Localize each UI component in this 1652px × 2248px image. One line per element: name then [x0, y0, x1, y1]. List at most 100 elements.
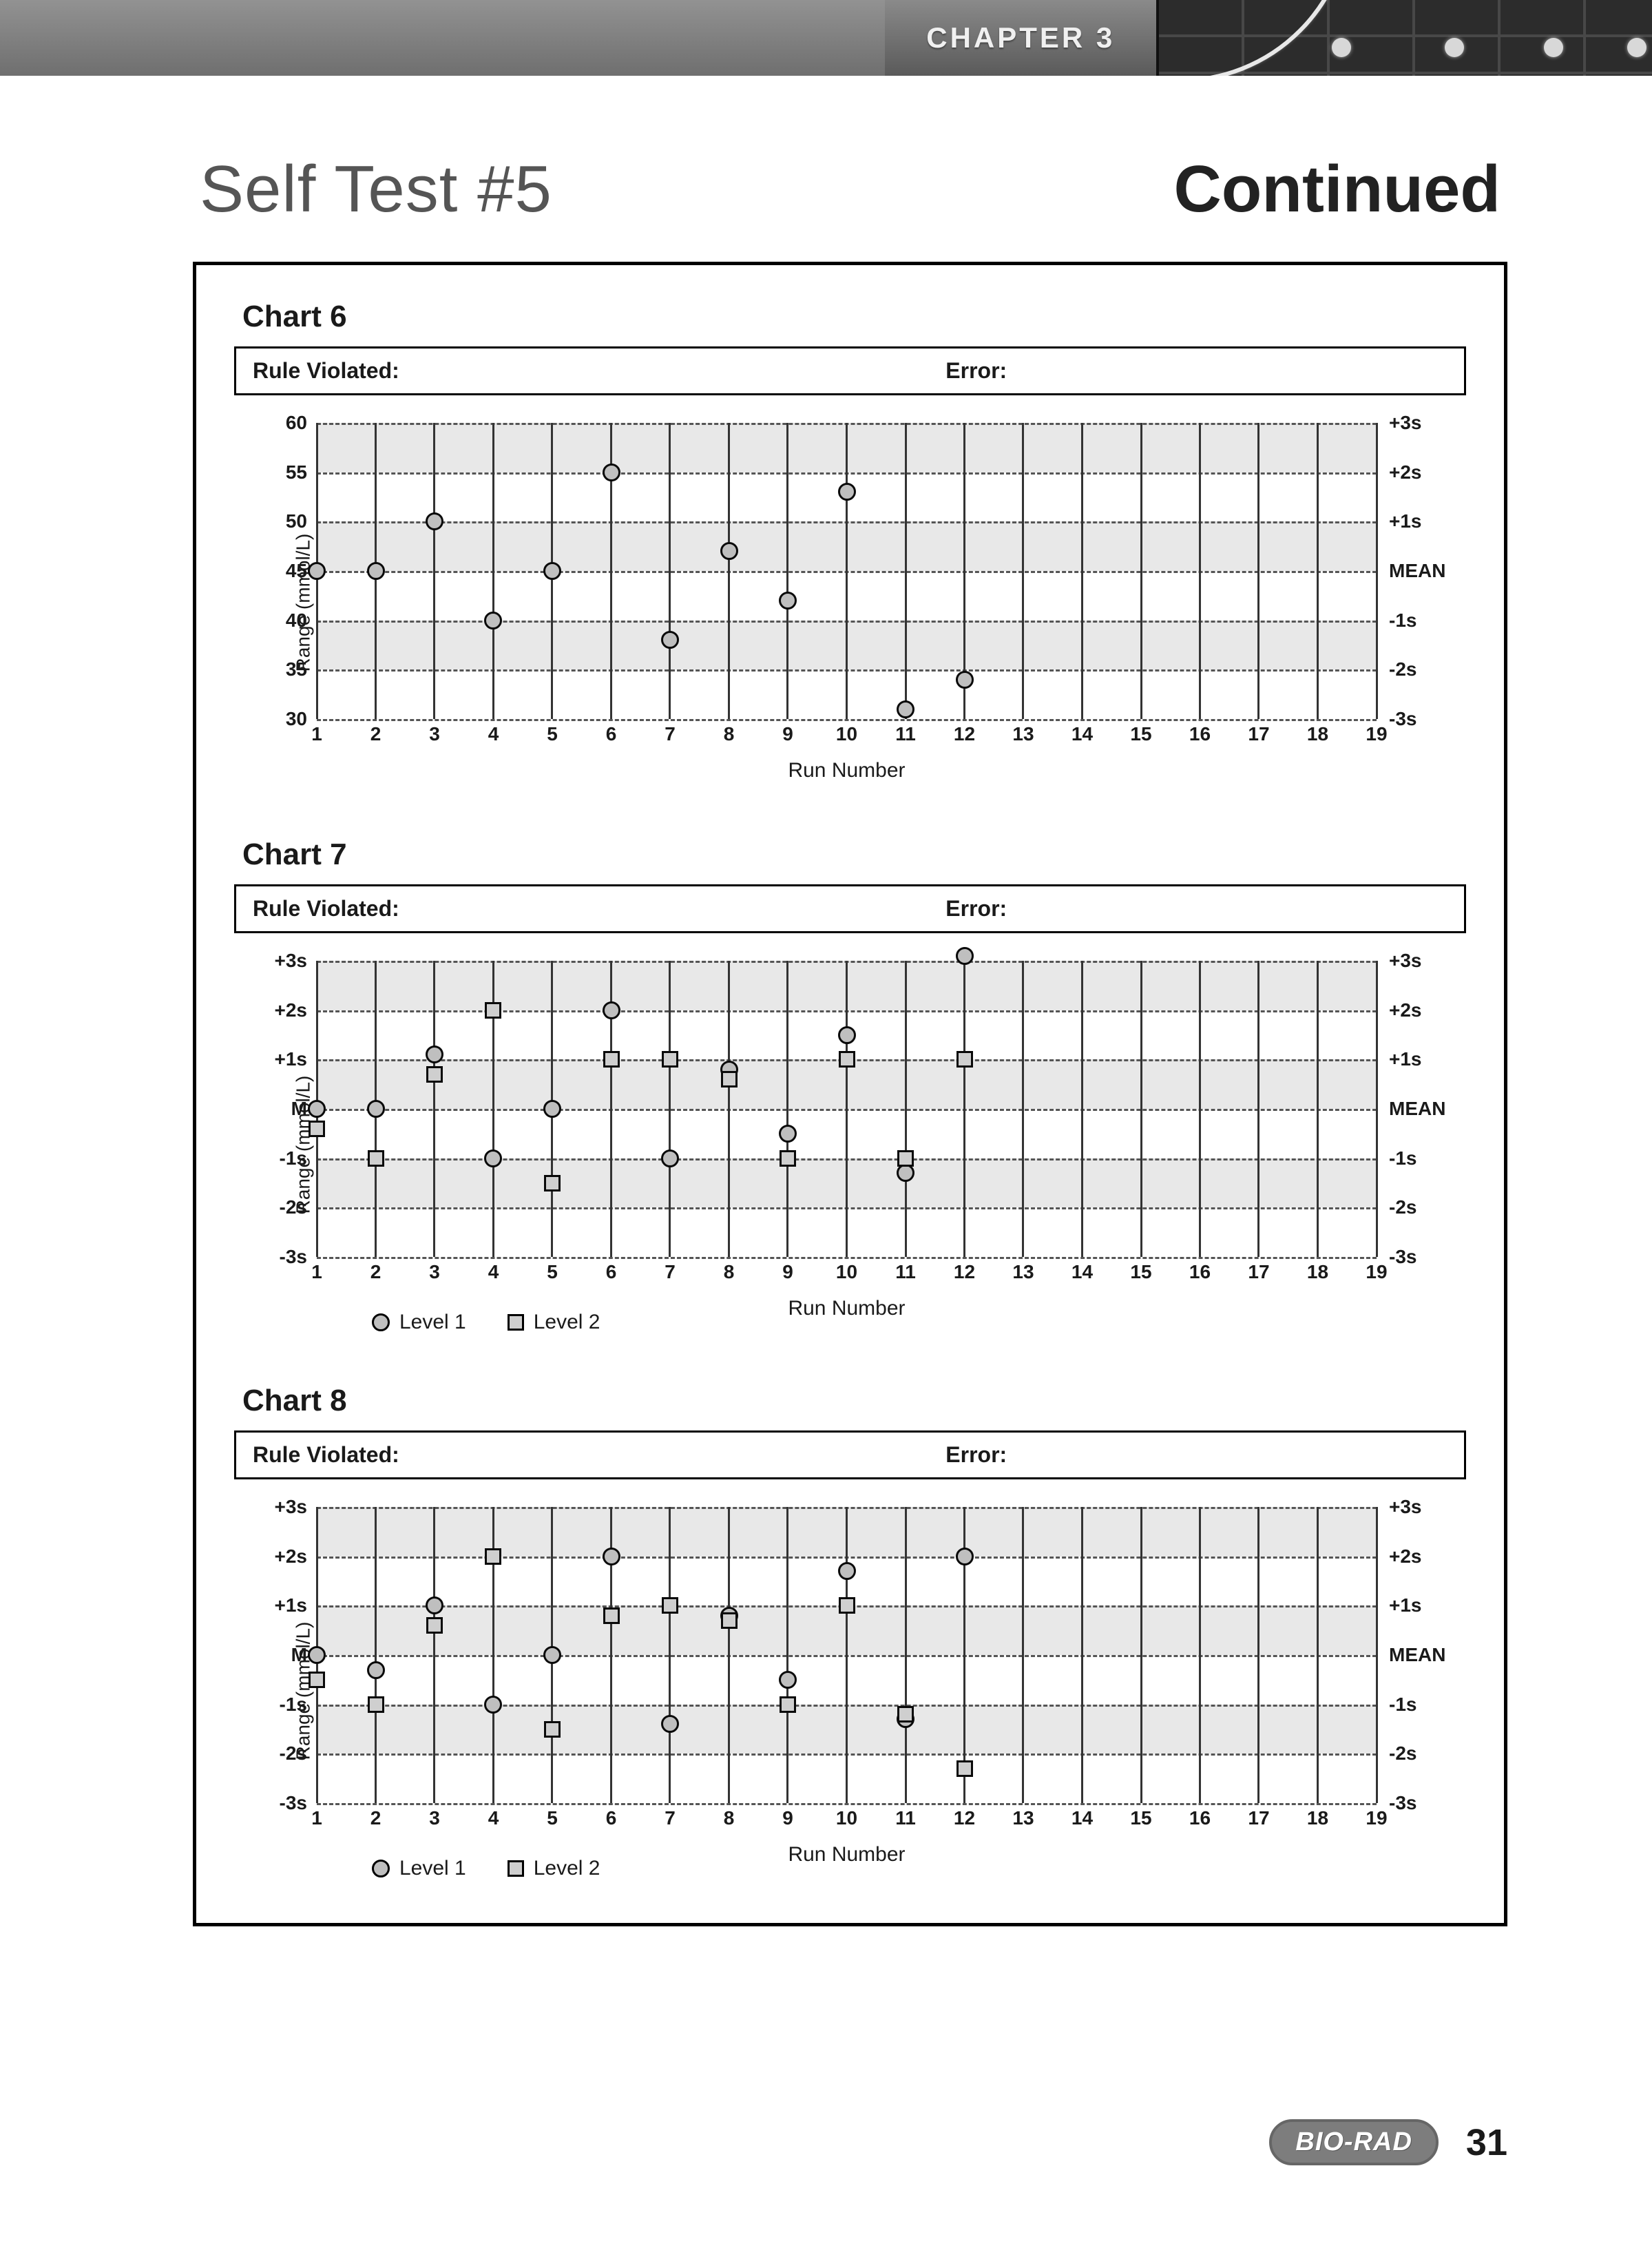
data-point-circle — [484, 612, 502, 629]
gridline-v — [1317, 961, 1319, 1257]
data-point-circle — [661, 1715, 679, 1733]
data-point-square — [603, 1607, 620, 1624]
gridline-v — [669, 961, 671, 1257]
sigma-label: +3s — [1377, 412, 1422, 434]
x-tick-label: 13 — [1012, 723, 1034, 745]
data-point-circle — [838, 483, 856, 501]
rule-error-box: Rule Violated:Error: — [234, 346, 1466, 395]
data-point-square — [721, 1071, 738, 1087]
x-tick-label: 2 — [370, 723, 381, 745]
legend-item-level2: Level 2 — [508, 1311, 600, 1334]
chart7: Chart 7Rule Violated:Error:Range (mmol/L… — [234, 837, 1466, 1329]
data-point-circle — [661, 1149, 679, 1167]
x-tick-label: 10 — [836, 1807, 857, 1829]
x-tick-label: 3 — [429, 1807, 440, 1829]
error-label: Error: — [945, 1442, 1007, 1468]
y-axis-label: Range (mmol/L) — [292, 1076, 314, 1214]
sigma-label: -1s — [1377, 1147, 1416, 1169]
data-point-circle — [956, 671, 974, 689]
plot-area: 60+3s55+2s50+1s45MEAN40-1s35-2s30-3s — [317, 423, 1377, 719]
gridline-v — [728, 961, 730, 1257]
sigma-label: MEAN — [1377, 1098, 1445, 1120]
y-tick-label: +3s — [275, 950, 317, 972]
x-tick-label: 15 — [1130, 1261, 1151, 1283]
y-tick-label: 60 — [286, 412, 317, 434]
data-point-square — [485, 1548, 501, 1565]
plot-wrap: Range (mmol/L)60+3s55+2s50+1s45MEAN40-1s… — [234, 423, 1466, 782]
data-point-square — [309, 1672, 325, 1688]
data-point-circle — [956, 947, 974, 965]
y-tick-label: +3s — [275, 1496, 317, 1518]
x-tick-label: 5 — [547, 723, 558, 745]
data-point-square — [721, 1612, 738, 1629]
x-tick-label: 6 — [606, 723, 617, 745]
sigma-label: -1s — [1377, 610, 1416, 632]
y-axis-label: Range (mmol/L) — [292, 534, 314, 672]
gridline-v — [905, 1507, 907, 1803]
gridline-v — [1199, 423, 1201, 719]
legend-label: Level 1 — [399, 1311, 466, 1334]
sigma-label: -2s — [1377, 1196, 1416, 1218]
y-tick-label: +1s — [275, 1594, 317, 1616]
gridline-h — [317, 1257, 1377, 1259]
gridline-v — [905, 961, 907, 1257]
x-tick-label: 11 — [895, 1807, 916, 1829]
brand-badge: BIO-RAD — [1269, 2119, 1439, 2165]
x-tick-label: 3 — [429, 1261, 440, 1283]
gridline-v — [905, 423, 907, 719]
x-tick-label: 18 — [1307, 1807, 1328, 1829]
x-tick-label: 16 — [1189, 723, 1211, 745]
legend-swatch-square — [508, 1860, 524, 1877]
legend-item-level1: Level 1 — [372, 1311, 466, 1334]
headline-left: Self Test #5 — [200, 152, 552, 227]
banner-dot — [1332, 38, 1351, 57]
x-tick-label: 8 — [724, 723, 735, 745]
x-tick-label: 11 — [895, 723, 916, 745]
page: CHAPTER 3 Self Test #5 Continued Chart 6… — [0, 0, 1652, 2248]
gridline-v — [433, 423, 435, 719]
plot-bottom-row: Run NumberLevel 1Level 2 — [317, 1297, 1377, 1329]
banner-dot — [1544, 38, 1563, 57]
data-point-square — [309, 1121, 325, 1137]
y-tick-label: 40 — [286, 610, 317, 632]
data-point-square — [662, 1051, 678, 1068]
legend-label: Level 2 — [534, 1311, 600, 1334]
x-tick-label: 9 — [782, 1261, 793, 1283]
gridline-v — [786, 423, 788, 719]
gridline-v — [1199, 1507, 1201, 1803]
x-tick-label: 17 — [1248, 1261, 1269, 1283]
gridline-v — [1022, 961, 1024, 1257]
legend-swatch-square — [508, 1314, 524, 1331]
gridline-v — [433, 961, 435, 1257]
x-tick-label: 14 — [1071, 1261, 1093, 1283]
legend-swatch-circle — [372, 1860, 390, 1877]
sigma-label: -2s — [1377, 1742, 1416, 1765]
x-tick-label: 16 — [1189, 1261, 1211, 1283]
data-point-circle — [603, 1001, 620, 1019]
legend-label: Level 1 — [399, 1857, 466, 1880]
data-point-circle — [367, 562, 385, 580]
y-axis-label: Range (mmol/L) — [292, 1622, 314, 1760]
gridline-v — [1140, 1507, 1142, 1803]
data-point-circle — [779, 592, 797, 610]
gridline-v — [963, 961, 965, 1257]
data-point-circle — [603, 1548, 620, 1565]
x-tick-row: 12345678910111213141516171819 — [317, 723, 1377, 755]
data-point-circle — [897, 700, 914, 718]
data-point-square — [426, 1617, 443, 1634]
x-tick-label: 2 — [370, 1807, 381, 1829]
x-axis-label: Run Number — [317, 759, 1377, 782]
x-tick-label: 14 — [1071, 1807, 1093, 1829]
gridline-v — [1317, 1507, 1319, 1803]
data-point-square — [544, 1175, 561, 1191]
page-number: 31 — [1466, 2121, 1507, 2164]
x-tick-label: 7 — [665, 1807, 676, 1829]
x-tick-label: 2 — [370, 1261, 381, 1283]
data-point-circle — [543, 1100, 561, 1118]
data-point-square — [956, 1051, 973, 1068]
gridline-v — [1081, 423, 1083, 719]
data-point-circle — [426, 1045, 443, 1063]
data-point-circle — [838, 1562, 856, 1580]
x-tick-label: 1 — [311, 1261, 322, 1283]
legend-swatch-circle — [372, 1313, 390, 1331]
